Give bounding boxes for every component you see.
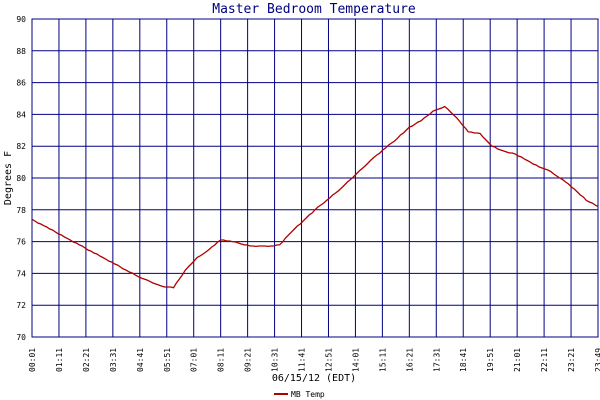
x-tick-label: 21:01 — [513, 348, 522, 372]
legend-label: MB Temp — [291, 390, 325, 399]
x-tick-label: 16:21 — [405, 348, 414, 372]
series-line-mb-temp — [31, 105, 599, 289]
legend: MB Temp — [274, 390, 325, 399]
y-tick-label: 80 — [16, 174, 26, 183]
grid — [31, 18, 599, 338]
x-axis-label: 06/15/12 (EDT) — [272, 373, 356, 384]
x-tick-label: 09:21 — [244, 348, 253, 372]
x-tick-label: 17:31 — [432, 348, 441, 372]
x-tick-label: 04:41 — [136, 348, 145, 372]
x-tick-label: 19:51 — [486, 348, 495, 372]
y-tick-label: 72 — [16, 301, 26, 310]
x-tick-label: 03:31 — [109, 348, 118, 372]
y-tick-label: 78 — [16, 206, 26, 215]
chart-title: Master Bedroom Temperature — [212, 2, 416, 17]
x-tick-label: 08:11 — [217, 348, 226, 372]
y-tick-label: 74 — [16, 269, 26, 278]
x-tick-label: 14:01 — [351, 348, 360, 372]
x-tick-label: 05:51 — [163, 348, 172, 372]
x-tick-label: 12:51 — [324, 348, 333, 372]
x-tick-label: 22:11 — [540, 348, 549, 372]
y-tick-labels: 70 72 74 76 78 80 82 84 86 88 90 — [16, 15, 26, 342]
x-tick-label: 01:11 — [55, 348, 64, 372]
y-tick-label: 84 — [16, 110, 26, 119]
y-tick-label: 86 — [16, 79, 26, 88]
y-tick-label: 88 — [16, 47, 26, 56]
x-tick-label: 02:21 — [82, 348, 91, 372]
x-tick-label: 00:01 — [28, 348, 37, 372]
x-tick-label: 10:31 — [271, 348, 280, 372]
y-tick-label: 76 — [16, 238, 26, 247]
y-axis-label: Degrees F — [3, 151, 14, 205]
x-tick-label: 23:49 — [594, 348, 600, 372]
x-tick-labels: 00:01 01:11 02:21 03:31 04:41 05:51 07:01 08:11… — [28, 348, 600, 372]
y-tick-label: 90 — [16, 15, 26, 24]
y-tick-label: 82 — [16, 142, 26, 151]
x-tick-label: 15:11 — [378, 348, 387, 372]
y-tick-label: 70 — [16, 333, 26, 342]
x-tick-label: 23:21 — [567, 348, 576, 372]
x-tick-label: 18:41 — [459, 348, 468, 372]
plot-frame — [31, 18, 599, 338]
x-tick-label: 11:41 — [298, 348, 307, 372]
x-tick-label: 07:01 — [190, 348, 199, 372]
